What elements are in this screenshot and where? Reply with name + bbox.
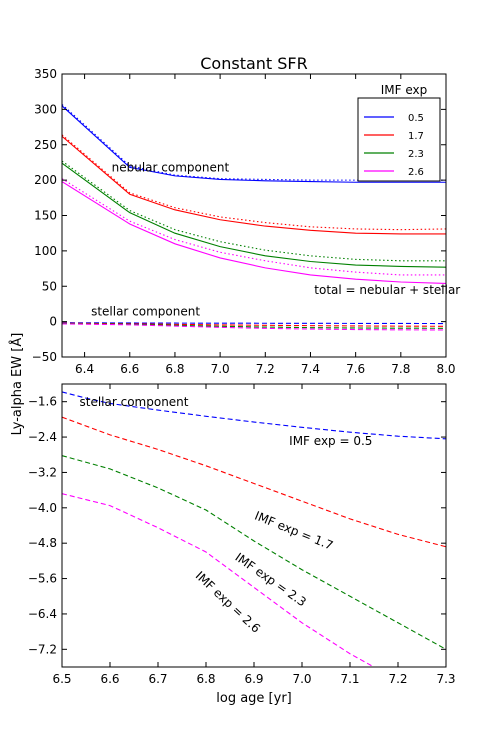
top-chart-title: Constant SFR [200, 54, 308, 73]
annotation-text: nebular component [112, 161, 230, 175]
annotation-text: total = nebular + stellar [314, 283, 460, 297]
series-line-0-5-total [62, 105, 446, 183]
annotation-text: stellar component [91, 304, 200, 318]
bottom-plot-area: 6.5 6.6 6.7 6.8 6.9 7.0 7.1 7.2 7.3 −7.2 −6.4 −5.6 −… [28, 383, 456, 686]
y-tick-label: −4.8 [28, 536, 57, 550]
series-line-1-7-total [62, 135, 446, 235]
x-tick-label: 6.6 [120, 362, 139, 376]
x-tick-label: 6.8 [165, 362, 184, 376]
x-tick-label: 7.6 [346, 362, 365, 376]
shared-y-axis-label: Ly-alpha EW [Å] [9, 333, 25, 436]
series-line-1-7-nebular [62, 134, 446, 231]
series-line-2-3-nebular [62, 160, 446, 262]
top-plot-area: 6.4 6.6 6.8 7.0 7.2 7.4 7.6 7.8 8.0 −50 0 50 100 150 2… [32, 67, 461, 376]
y-tick-label: 350 [34, 67, 57, 81]
x-tick-label: 6.8 [196, 672, 215, 686]
legend: IMF exp 0.5 1.7 2.3 2.6 [357, 83, 441, 182]
annotation-text: IMF exp = 1.7 [253, 509, 335, 553]
y-tick-label: −3.2 [28, 465, 57, 479]
x-tick-label: 7.4 [301, 362, 320, 376]
legend-box [357, 97, 441, 182]
series-line-0-5-stellar [62, 322, 446, 325]
x-tick-label: 7.1 [340, 672, 359, 686]
series-line-2-6-total [62, 181, 446, 284]
y-tick-label: 150 [34, 209, 57, 223]
series-line-2-6 [62, 493, 376, 667]
x-tick-label: 7.0 [292, 672, 311, 686]
y-tick-label: 50 [42, 279, 57, 293]
top-chart-panel: Constant SFR 6.4 6.6 6.8 7.0 7.2 7.4 7.6 7.8 8.0… [32, 54, 461, 376]
x-tick-label: 7.2 [256, 362, 275, 376]
y-tick-label: 300 [34, 102, 57, 116]
x-tick-label: 6.7 [148, 672, 167, 686]
annotation-text: IMF exp = 2.6 [193, 569, 263, 636]
y-tick-label: 250 [34, 138, 57, 152]
y-tick-label: −50 [32, 350, 57, 364]
series-line-1-7 [62, 416, 446, 548]
y-tick-label: −2.4 [28, 430, 57, 444]
x-tick-label: 7.3 [436, 672, 455, 686]
series-line-2-3-stellar [62, 322, 446, 329]
x-tick-label: 6.6 [100, 672, 119, 686]
y-tick-label: −1.6 [28, 395, 57, 409]
y-tick-label: 200 [34, 173, 57, 187]
series-line-2-6-stellar [62, 323, 446, 331]
x-tick-label: 8.0 [436, 362, 455, 376]
y-tick-label: −6.4 [28, 607, 57, 621]
x-tick-label: 7.0 [211, 362, 230, 376]
bottom-x-axis-label: log age [yr] [216, 691, 291, 706]
series-line-0-5 [62, 391, 446, 440]
series-line-2-6-nebular [62, 178, 446, 276]
y-tick-label: −4.0 [28, 501, 57, 515]
x-tick-label: 6.9 [244, 672, 263, 686]
series-line-2-3-total [62, 162, 446, 268]
x-tick-label: 7.2 [388, 672, 407, 686]
annotation-text: stellar component [80, 395, 189, 409]
y-tick-label: −7.2 [28, 642, 57, 656]
legend-label: 2.3 [408, 149, 424, 160]
x-tick-label: 6.4 [75, 362, 94, 376]
bottom-chart-panel: 6.5 6.6 6.7 6.8 6.9 7.0 7.1 7.2 7.3 −7.2 −6.4 −5.6 −… [28, 383, 456, 706]
series-line-1-7-stellar [62, 322, 446, 327]
x-tick-label: 7.8 [391, 362, 410, 376]
y-tick-label: 100 [34, 244, 57, 258]
x-tick-label: 6.5 [52, 672, 71, 686]
y-tick-label: −5.6 [28, 572, 57, 586]
series-group [62, 104, 446, 331]
legend-label: 1.7 [408, 131, 424, 142]
annotation-text: IMF exp = 0.5 [289, 434, 372, 448]
series-line-2-3 [62, 455, 446, 650]
legend-label: 2.6 [408, 167, 424, 178]
y-tick-label: 0 [49, 315, 57, 329]
legend-title: IMF exp [381, 83, 428, 97]
legend-label: 0.5 [408, 113, 424, 124]
series-group [62, 391, 446, 667]
